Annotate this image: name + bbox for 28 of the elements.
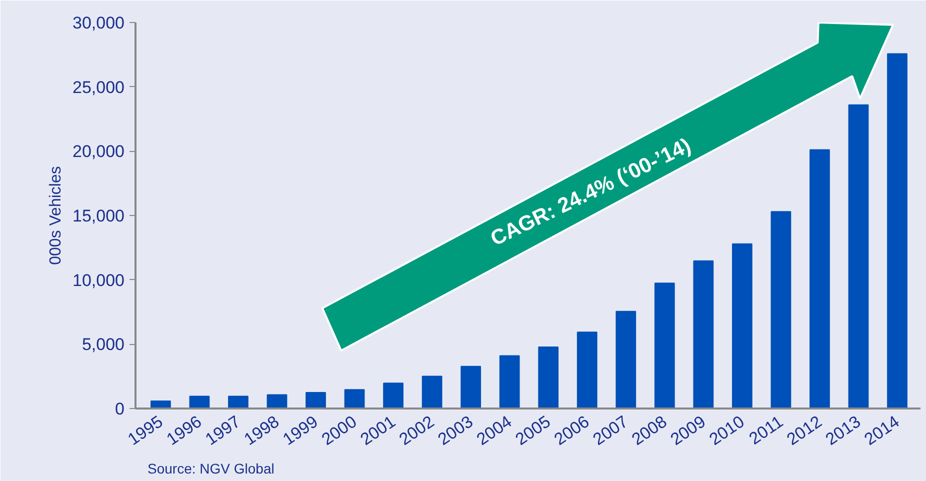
- bar: [693, 260, 714, 408]
- bar: [538, 346, 559, 408]
- y-axis-title: 000s Vehicles: [48, 166, 65, 265]
- x-tick-label: 2011: [746, 412, 787, 448]
- bar: [848, 104, 869, 408]
- bar: [422, 376, 442, 408]
- y-tick-label: 0: [115, 400, 125, 418]
- bar: [576, 332, 598, 408]
- bar: [306, 392, 326, 408]
- bar: [266, 394, 288, 408]
- bar: [887, 53, 908, 408]
- y-tick-label: 5,000: [82, 335, 125, 354]
- bar: [732, 243, 752, 408]
- bar: [654, 282, 675, 408]
- y-tick-label: 25,000: [72, 78, 125, 97]
- bar: [810, 149, 830, 408]
- bar: [228, 396, 248, 408]
- y-tick-label: 30,000: [72, 14, 125, 32]
- y-tick-label: 10,000: [72, 270, 125, 290]
- bar: [383, 382, 404, 408]
- bar: [499, 355, 520, 408]
- y-tick-label: 15,000: [72, 206, 125, 226]
- bar: [616, 310, 636, 408]
- bar: [344, 389, 365, 408]
- bar: [770, 211, 792, 408]
- bar: [460, 366, 482, 408]
- y-tick-label: 20,000: [72, 142, 125, 162]
- source-note: Source: NGV Global: [148, 460, 274, 476]
